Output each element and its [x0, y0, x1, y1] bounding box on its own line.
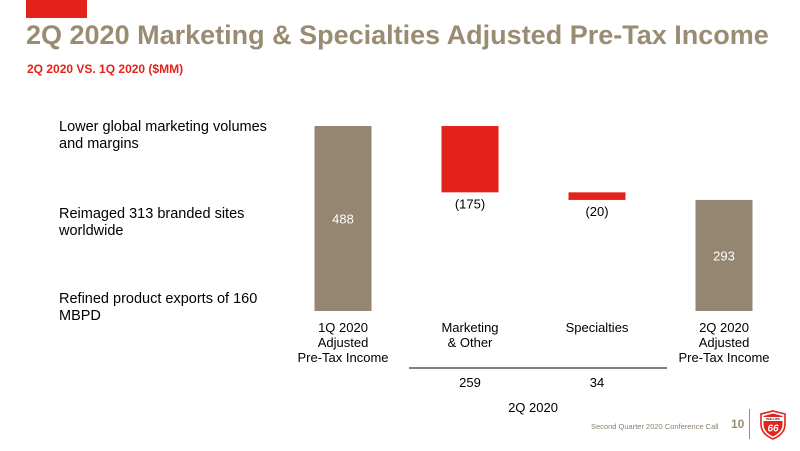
segment-value-0: 259 [459, 375, 481, 390]
category-label-0-1: Adjusted [318, 335, 369, 350]
category-label-3-1: Adjusted [699, 335, 750, 350]
bar-2 [568, 192, 626, 200]
category-label-0-2: Pre-Tax Income [297, 350, 388, 365]
logo-top-text: PHILLIPS [766, 417, 780, 421]
bar-0 [314, 126, 372, 311]
accent-bar [26, 0, 87, 18]
value-label-0: 488 [332, 212, 354, 227]
bullet-reimaged-sites: Reimaged 313 branded sites worldwide [59, 206, 245, 239]
category-label-3-2: Pre-Tax Income [678, 350, 769, 365]
category-label-0-0: 1Q 2020 [318, 320, 368, 335]
value-label-1: (175) [455, 196, 485, 211]
bar-1 [441, 126, 499, 193]
phillips66-shield-icon: PHILLIPS 66 [760, 410, 786, 440]
category-label-2-0: Specialties [566, 320, 629, 335]
segment-label: 2Q 2020 [508, 400, 558, 415]
page-number: 10 [731, 417, 745, 431]
bullet-marketing-volumes: Lower global marketing volumes and margi… [59, 119, 267, 152]
footer-divider [749, 409, 750, 439]
value-label-2: (20) [585, 204, 608, 219]
bar-3 [695, 199, 753, 311]
page-subtitle: 2Q 2020 VS. 1Q 2020 ($MM) [27, 62, 184, 76]
value-label-3: 293 [713, 248, 735, 263]
segment-value-1: 34 [590, 375, 604, 390]
footer-caption: Second Quarter 2020 Conference Call [591, 422, 719, 431]
category-label-3-0: 2Q 2020 [699, 320, 749, 335]
category-label-1-1: & Other [448, 335, 493, 350]
category-label-1-0: Marketing [441, 320, 498, 335]
bullet-product-exports: Refined product exports of 160 MBPD [59, 291, 258, 324]
logo-number: 66 [767, 424, 779, 435]
page-title: 2Q 2020 Marketing & Specialties Adjusted… [26, 20, 769, 50]
